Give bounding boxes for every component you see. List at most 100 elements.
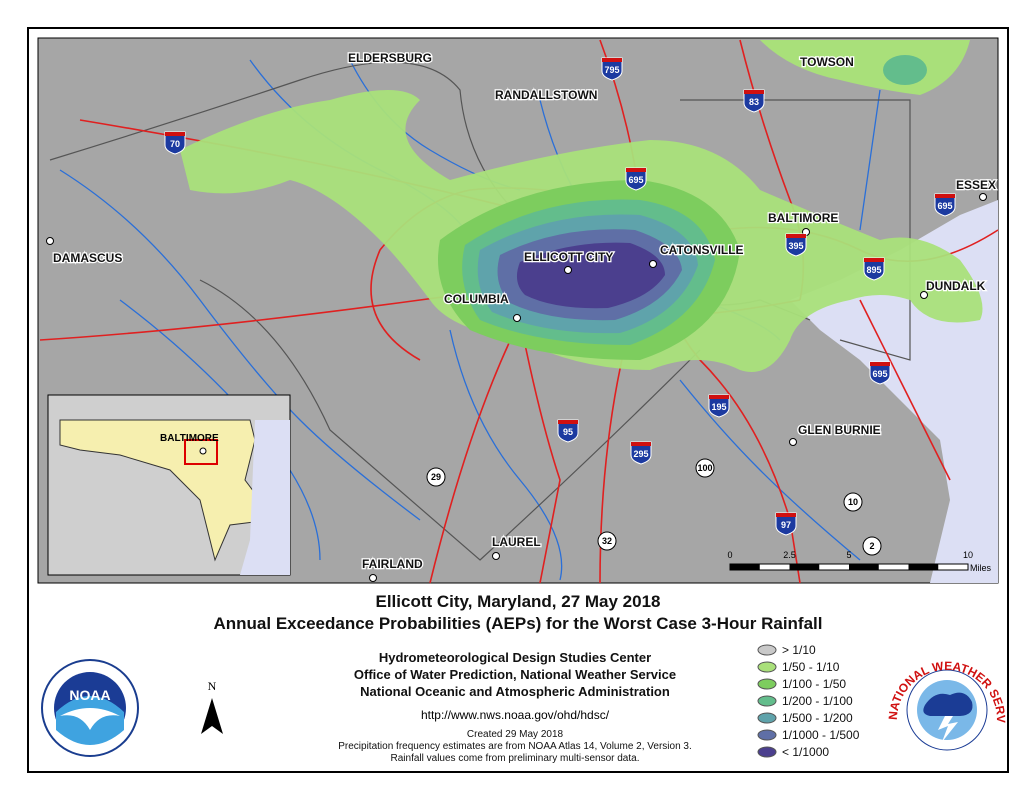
place-dot bbox=[920, 291, 928, 299]
note: Precipitation frequency estimates are fr… bbox=[338, 741, 692, 752]
aep-area bbox=[883, 55, 927, 85]
interstate-band bbox=[602, 58, 622, 62]
scale-bar: 0 2.5 5 10 Miles bbox=[727, 550, 991, 573]
highway-label: 70 bbox=[170, 139, 180, 149]
highway-label: 83 bbox=[749, 97, 759, 107]
interstate-shield bbox=[869, 361, 891, 385]
route-marker bbox=[862, 536, 882, 556]
aep-area bbox=[516, 242, 665, 309]
highway-label: 2 bbox=[869, 541, 874, 551]
route-marker bbox=[597, 531, 617, 551]
agency: Hydrometeorological Design Studies Cente… bbox=[379, 650, 651, 665]
agency: National Oceanic and Atmospheric Adminis… bbox=[360, 684, 670, 699]
interstate-shield bbox=[164, 131, 186, 155]
bolt bbox=[938, 716, 958, 742]
interstate-shield bbox=[708, 394, 730, 418]
interstate-band bbox=[776, 513, 796, 517]
legend-swatch bbox=[757, 678, 777, 690]
inset-label: BALTIMORE bbox=[160, 433, 219, 444]
highway-label: 395 bbox=[788, 241, 803, 251]
legend-swatch bbox=[757, 661, 777, 673]
legend-label: 1/1000 - 1/500 bbox=[782, 728, 860, 742]
place-label: LAUREL bbox=[492, 535, 541, 549]
scale-label: 10 bbox=[963, 550, 973, 560]
legend-label: < 1/1000 bbox=[782, 745, 829, 759]
place-dot bbox=[369, 574, 377, 582]
inset: BALTIMORE bbox=[47, 394, 291, 576]
place-dot bbox=[513, 314, 521, 322]
scale-segment bbox=[908, 564, 939, 570]
interstate-band bbox=[935, 194, 955, 198]
place-label: FAIRLAND bbox=[362, 557, 423, 571]
highway-label: 97 bbox=[781, 520, 791, 530]
legend-label: 1/100 - 1/50 bbox=[782, 677, 846, 691]
highway-label: 195 bbox=[711, 402, 726, 412]
legend-swatch bbox=[757, 712, 777, 724]
place-dot bbox=[492, 552, 500, 560]
interstate-shield bbox=[601, 57, 623, 81]
highways: 795 83 70 695 695 395 895 695 95 195 295 29 100 10 97 3… bbox=[164, 57, 956, 556]
north-arrow: N bbox=[201, 679, 223, 734]
place-label: ESSEX bbox=[956, 178, 996, 192]
scale-label: 2.5 bbox=[783, 550, 796, 560]
interstate-band bbox=[709, 395, 729, 399]
interstate-band bbox=[631, 442, 651, 446]
legend: > 1/10 1/50 - 1/10 1/100 - 1/50 1/200 - 1/1… bbox=[757, 643, 860, 759]
place-label: DAMASCUS bbox=[53, 251, 122, 265]
noaa-text: NOAA bbox=[69, 687, 110, 703]
legend-label: > 1/10 bbox=[782, 643, 816, 657]
inset-dot bbox=[199, 447, 207, 455]
interstate-band bbox=[870, 362, 890, 366]
legend-label: 1/50 - 1/10 bbox=[782, 660, 840, 674]
interstate-band bbox=[626, 168, 646, 172]
legend-swatch bbox=[757, 746, 777, 758]
noaa-logo: NOAA bbox=[41, 659, 139, 757]
interstate-shield bbox=[934, 193, 956, 217]
interstate-shield bbox=[743, 89, 765, 113]
inset-water bbox=[240, 420, 290, 575]
legend-swatch bbox=[757, 729, 777, 741]
place-dot bbox=[979, 193, 987, 201]
highway-label: 32 bbox=[602, 536, 612, 546]
legend-swatch bbox=[757, 695, 777, 707]
inset-extent bbox=[184, 439, 218, 465]
place-dot bbox=[789, 438, 797, 446]
place-dot bbox=[649, 260, 657, 268]
note: Rainfall values come from preliminary mu… bbox=[391, 753, 640, 764]
route-marker bbox=[843, 492, 863, 512]
interstate-shield bbox=[863, 257, 885, 281]
place-label: DUNDALK bbox=[926, 279, 986, 293]
highway-label: 295 bbox=[633, 449, 648, 459]
title: Ellicott City, Maryland, 27 May 2018 bbox=[375, 592, 660, 611]
scale-label: 5 bbox=[846, 550, 851, 560]
interstate-shield bbox=[775, 512, 797, 536]
highway-label: 10 bbox=[848, 497, 858, 507]
map: ELDERSBURG TOWSON RANDALLSTOWN ESSEX BALTIMO… bbox=[37, 37, 999, 584]
cloud bbox=[923, 692, 973, 716]
interstate-band bbox=[165, 132, 185, 136]
url[interactable]: http://www.nws.noaa.gov/ohd/hdsc/ bbox=[421, 708, 610, 722]
interstate-band bbox=[864, 258, 884, 262]
arrow bbox=[201, 698, 223, 734]
route-marker bbox=[426, 467, 446, 487]
place-label: BALTIMORE bbox=[768, 211, 838, 225]
highway-label: 895 bbox=[866, 265, 881, 275]
interstate-shield bbox=[625, 167, 647, 191]
highway-label: 95 bbox=[563, 427, 573, 437]
place-dot bbox=[564, 266, 572, 274]
place-dot bbox=[46, 237, 54, 245]
place-label: CATONSVILLE bbox=[660, 243, 744, 257]
interstate-shield bbox=[557, 419, 579, 443]
gull bbox=[60, 708, 120, 730]
route-marker bbox=[695, 458, 715, 478]
highway-label: 695 bbox=[937, 201, 952, 211]
place-label: TOWSON bbox=[800, 55, 854, 69]
highway-label: 795 bbox=[604, 65, 619, 75]
highway-label: 29 bbox=[431, 472, 441, 482]
title: Annual Exceedance Probabilities (AEPs) f… bbox=[214, 614, 823, 633]
scale-segment bbox=[849, 564, 879, 570]
created: Created 29 May 2018 bbox=[467, 729, 564, 740]
interstate-shield bbox=[785, 233, 807, 257]
agency: Office of Water Prediction, National Wea… bbox=[354, 667, 676, 682]
